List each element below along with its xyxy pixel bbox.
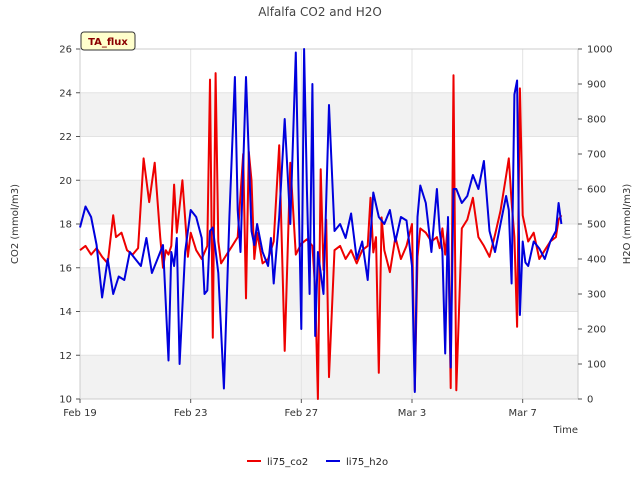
right-axis-title: H2O (mmol/m3) (622, 184, 633, 265)
chart-title: Alfalfa CO2 and H2O (258, 5, 382, 19)
background-band (80, 180, 578, 224)
left-tick-label: 12 (59, 351, 72, 362)
series-line-li75_h2o (79, 48, 563, 393)
left-tick-label: 22 (59, 132, 72, 143)
right-tick-label: 300 (587, 290, 606, 301)
x-tick-label: Mar 7 (508, 408, 536, 419)
ta-flux-badge: TA_flux (80, 31, 136, 51)
left-tick-label: 18 (59, 220, 72, 231)
background-band (80, 267, 578, 312)
x-tick-label: Feb 27 (285, 408, 319, 419)
x-tick-label: Mar 3 (398, 408, 426, 419)
right-tick-label: 200 (587, 325, 606, 336)
left-tick-label: 26 (59, 45, 72, 56)
legend-label-h2o: li75_h2o (346, 457, 388, 468)
series-layer (79, 48, 563, 400)
right-tick-label: 500 (587, 220, 606, 231)
left-tick-label: 16 (59, 263, 72, 274)
x-axis-title: Time (553, 425, 578, 436)
right-tick-label: 400 (587, 255, 606, 266)
legend-label-co2: li75_co2 (267, 457, 308, 468)
right-tick-label: 1000 (587, 45, 612, 56)
left-axis-title: CO2 (mmol/m3) (10, 184, 21, 264)
left-tick-label: 14 (59, 307, 72, 318)
left-tick-label: 20 (59, 176, 72, 187)
left-tick-label: 10 (59, 395, 72, 406)
legend: li75_co2 li75_h2o (247, 457, 388, 468)
left-tick-label: 24 (59, 88, 72, 99)
ta-flux-badge-label: TA_flux (88, 37, 128, 48)
x-tick-label: Feb 23 (174, 408, 208, 419)
right-tick-label: 600 (587, 185, 606, 196)
right-tick-label: 800 (587, 115, 606, 126)
right-tick-label: 100 (587, 360, 606, 371)
left-axis-ticks: 10 12 14 16 18 20 22 24 26 (59, 45, 80, 406)
x-tick-label: Feb 19 (63, 408, 97, 419)
right-tick-label: 700 (587, 150, 606, 161)
x-axis-ticks: Feb 19 Feb 23 Feb 27 Mar 3 Mar 7 (63, 399, 537, 419)
right-tick-label: 0 (587, 395, 593, 406)
right-tick-label: 900 (587, 80, 606, 91)
right-axis-ticks: 0 100 200 300 400 500 600 700 800 900 1000 (578, 45, 612, 406)
